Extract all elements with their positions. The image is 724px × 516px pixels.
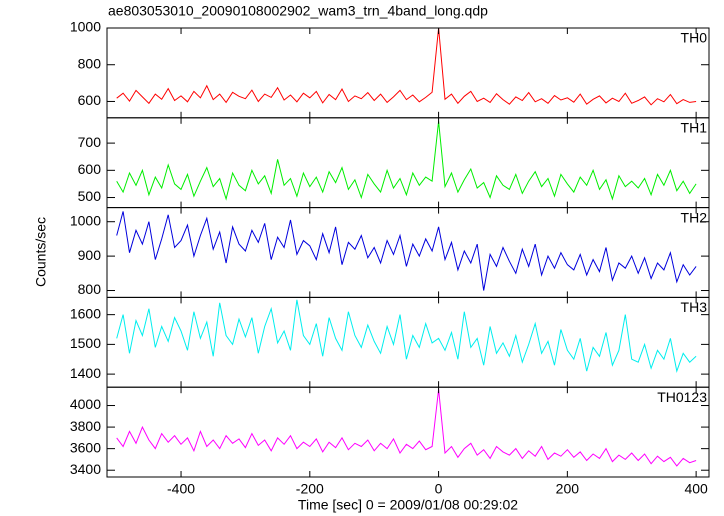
x-axis-label: Time [sec] 0 = 2009/01/08 00:29:02 bbox=[298, 497, 518, 513]
panel-label: TH2 bbox=[681, 209, 708, 225]
y-tick-label: 600 bbox=[78, 92, 102, 108]
y-tick-label: 700 bbox=[78, 134, 102, 150]
data-line bbox=[116, 121, 697, 201]
panel-label: TH0123 bbox=[657, 389, 707, 405]
x-tick-label: 400 bbox=[684, 481, 708, 497]
y-tick-label: 1400 bbox=[70, 365, 101, 381]
panel-frame bbox=[106, 386, 710, 478]
data-line bbox=[116, 211, 697, 291]
data-line bbox=[116, 389, 697, 467]
panel-label: TH1 bbox=[681, 120, 708, 136]
y-tick-label: 800 bbox=[78, 55, 102, 71]
y-tick-label: 1500 bbox=[70, 335, 101, 351]
panel-frame bbox=[106, 296, 710, 388]
y-tick-label: 800 bbox=[78, 281, 102, 297]
panel-frame bbox=[106, 27, 710, 119]
y-tick-label: 3800 bbox=[70, 418, 101, 434]
y-tick-label: 600 bbox=[78, 161, 102, 177]
x-tick-label: -200 bbox=[296, 481, 324, 497]
y-tick-label: 500 bbox=[78, 188, 102, 204]
panel-label: TH3 bbox=[681, 299, 708, 315]
x-tick-label: 0 bbox=[435, 481, 443, 497]
panel-label: TH0 bbox=[681, 30, 708, 46]
data-line bbox=[116, 28, 697, 106]
y-tick-label: 4000 bbox=[70, 396, 101, 412]
x-tick-label: 200 bbox=[556, 481, 580, 497]
x-tick-label: -400 bbox=[167, 481, 195, 497]
panel-frame bbox=[106, 207, 710, 298]
y-tick-label: 1000 bbox=[70, 212, 101, 228]
y-tick-label: 3600 bbox=[70, 439, 101, 455]
chart-title: ae803053010_20090108002902_wam3_trn_4ban… bbox=[108, 3, 488, 19]
y-axis-label: Counts/sec bbox=[33, 217, 49, 287]
y-tick-label: 1600 bbox=[70, 305, 101, 321]
y-tick-label: 1000 bbox=[70, 19, 101, 35]
y-tick-label: 3400 bbox=[70, 461, 101, 477]
data-line bbox=[116, 299, 697, 373]
y-tick-label: 900 bbox=[78, 247, 102, 263]
panel-frame bbox=[106, 117, 710, 209]
